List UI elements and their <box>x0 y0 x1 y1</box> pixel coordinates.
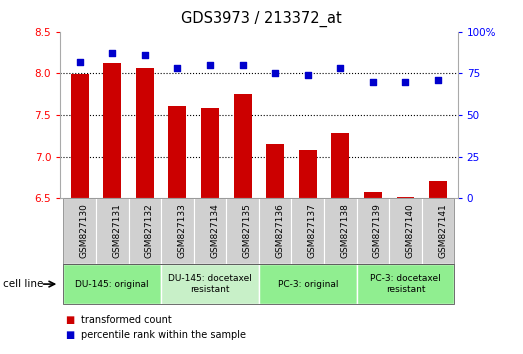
Text: GSM827138: GSM827138 <box>340 204 349 258</box>
Text: DU-145: original: DU-145: original <box>75 280 149 289</box>
Bar <box>104 63 121 198</box>
Text: DU-145: docetaxel
resistant: DU-145: docetaxel resistant <box>168 274 252 294</box>
Text: GSM827137: GSM827137 <box>308 204 317 258</box>
Point <box>238 62 247 68</box>
Bar <box>299 150 317 198</box>
Bar <box>234 94 252 198</box>
Bar <box>364 193 382 198</box>
Text: cell line: cell line <box>3 279 43 289</box>
Point <box>75 59 84 65</box>
Text: GSM827131: GSM827131 <box>112 204 121 258</box>
Text: GSM827134: GSM827134 <box>210 204 219 258</box>
Bar <box>429 181 447 198</box>
Text: transformed count: transformed count <box>81 315 172 325</box>
Point <box>108 51 117 56</box>
Text: GSM827133: GSM827133 <box>177 204 186 258</box>
Text: PC-3: docetaxel
resistant: PC-3: docetaxel resistant <box>370 274 441 294</box>
Point <box>173 65 181 71</box>
Point <box>141 52 149 58</box>
Point <box>369 79 377 85</box>
Point <box>336 65 345 71</box>
Text: percentile rank within the sample: percentile rank within the sample <box>81 330 246 339</box>
Point <box>206 62 214 68</box>
Text: GSM827140: GSM827140 <box>405 204 415 258</box>
Point <box>434 77 442 83</box>
Bar <box>136 68 154 198</box>
Point <box>271 71 279 76</box>
Text: GSM827141: GSM827141 <box>438 204 447 258</box>
Bar <box>71 74 89 198</box>
Point <box>303 72 312 78</box>
Text: GDS3973 / 213372_at: GDS3973 / 213372_at <box>181 11 342 27</box>
Text: GSM827130: GSM827130 <box>79 204 89 258</box>
Point <box>401 79 410 85</box>
Bar <box>168 106 186 198</box>
Text: GSM827132: GSM827132 <box>145 204 154 258</box>
Text: ■: ■ <box>65 315 75 325</box>
Text: GSM827136: GSM827136 <box>275 204 284 258</box>
Text: GSM827139: GSM827139 <box>373 204 382 258</box>
Text: ■: ■ <box>65 330 75 339</box>
Bar <box>266 144 284 198</box>
Bar <box>201 108 219 198</box>
Bar <box>332 133 349 198</box>
Text: PC-3: original: PC-3: original <box>278 280 338 289</box>
Text: GSM827135: GSM827135 <box>243 204 252 258</box>
